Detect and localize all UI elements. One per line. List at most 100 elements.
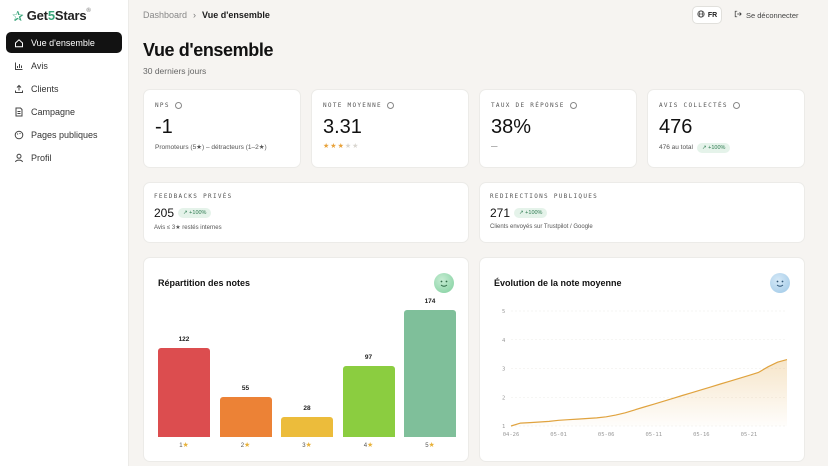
sidebar-item-vue-ensemble[interactable]: Vue d'ensemble (6, 32, 122, 53)
growth-badge: ↗ +100% (514, 208, 548, 218)
kpi-label: TAUX DE RÉPONSE (491, 102, 565, 109)
series-line[interactable] (510, 359, 788, 427)
chart-title: Répartition des notes (158, 278, 251, 288)
star-filled-icon: ★ (330, 143, 338, 150)
user-icon (14, 153, 24, 163)
star-empty-icon: ★ (344, 143, 353, 150)
category-label: 2★ (240, 442, 251, 449)
top-bar: Dashboard › Vue d'ensemble FR Se déconnect… (130, 0, 828, 31)
logout-button[interactable]: Se déconnecter (734, 10, 799, 20)
bar-1-star[interactable] (158, 347, 210, 437)
sidebar-item-profil[interactable]: Profil (6, 147, 122, 168)
kpi-card-taux-reponse: TAUX DE RÉPONSE 38% — (479, 89, 637, 168)
bar-value-label: 55 (241, 384, 250, 392)
app-logo[interactable]: ✰ Get5Stars® (12, 7, 91, 24)
breadcrumb-current: Vue d'ensemble (202, 10, 270, 20)
kpi-value: 3.31 (323, 116, 362, 138)
bar-chart-icon (14, 61, 24, 71)
chart-title: Évolution de la note moyenne (494, 278, 622, 288)
logout-icon (734, 10, 742, 20)
sidebar-item-clients[interactable]: Clients (6, 78, 122, 99)
smiley-face-icon (434, 273, 454, 293)
bar-5-star[interactable] (404, 310, 456, 437)
breadcrumb-separator: › (193, 10, 197, 20)
globe-icon (697, 10, 705, 20)
x-tick-label: 05-01 (550, 432, 567, 438)
redirections-publiques-card: REDIRECTIONS PUBLIQUES 271 ↗ +100% Client… (479, 182, 805, 243)
card-value: 271 (490, 206, 511, 220)
sidebar-item-label: Campagne (31, 106, 76, 117)
star-empty-icon: ★ (352, 143, 360, 150)
bar-2-star[interactable] (219, 396, 272, 437)
x-tick-label: 05-16 (693, 432, 710, 438)
logout-label: Se déconnecter (746, 10, 799, 20)
kpi-value: 476 (659, 116, 693, 138)
bar-4-star[interactable] (342, 366, 395, 437)
distribution-chart-card: Répartition des notes 122 1★ 55 2★ 28 3★ 97 4★ 1… (143, 257, 469, 462)
bar-3-star[interactable] (281, 416, 333, 437)
kpi-label: AVIS COLLECTÉS (659, 102, 728, 109)
sidebar-nav: Vue d'ensemble Avis Clients Campagne Pag… (6, 32, 122, 170)
sidebar-item-label: Pages publiques (31, 129, 98, 140)
upload-icon (14, 84, 24, 94)
info-icon[interactable] (569, 102, 577, 109)
card-subtext: Avis ≤ 3★ restés internes (154, 225, 222, 231)
smiley-face-icon (770, 273, 790, 293)
document-icon (14, 107, 24, 117)
star-filled-icon: ★ (337, 143, 345, 150)
y-tick-label: 3 (502, 367, 505, 373)
evolution-chart-card: Évolution de la note moyenne 1 2 3 4 5 04-26 0… (479, 257, 805, 462)
card-label: FEEDBACKS PRIVÉS (154, 193, 233, 200)
sidebar-item-label: Vue d'ensemble (31, 37, 95, 48)
sidebar-item-campagne[interactable]: Campagne (6, 101, 122, 122)
line-chart: 1 2 3 4 5 04-26 05-01 05-06 05-11 05-16 05-21 (502, 309, 788, 438)
y-tick-label: 5 (502, 309, 505, 315)
breadcrumb-root[interactable]: Dashboard (143, 10, 188, 20)
info-icon[interactable] (174, 102, 182, 109)
bar-value-label: 97 (364, 354, 373, 362)
kpi-card-avis-collectes: AVIS COLLECTÉS 476 476 au total ↗ +100% (647, 89, 805, 168)
card-label: REDIRECTIONS PUBLIQUES (490, 193, 599, 200)
growth-badge: ↗ +100% (696, 143, 731, 153)
x-tick-label: 05-06 (598, 432, 615, 438)
bar-chart: 122 1★ 55 2★ 28 3★ 97 4★ 174 5★ (144, 258, 468, 461)
language-label: FR (707, 11, 718, 19)
kpi-card-nps: NPS -1 Promoteurs (5★) – détracteurs (1–… (143, 89, 301, 168)
kpi-value: -1 (155, 116, 173, 138)
star-filled-icon: ★ (323, 143, 331, 150)
x-tick-label: 04-26 (503, 432, 520, 438)
language-button[interactable]: FR (692, 6, 722, 24)
kpi-label: NOTE MOYENNE (323, 102, 382, 109)
category-label: 1★ (179, 442, 189, 449)
kpi-subtext: Promoteurs (5★) – détracteurs (1–2★) (155, 144, 267, 151)
feedbacks-prives-card: FEEDBACKS PRIVÉS 205 ↗ +100% Avis ≤ 3★ re… (143, 182, 469, 243)
bar-value-label: 122 (178, 335, 190, 343)
logo-star-icon: ✰ (12, 7, 24, 24)
home-icon (14, 38, 24, 48)
y-tick-label: 4 (502, 338, 506, 344)
sidebar-item-avis[interactable]: Avis (6, 55, 122, 76)
bar-value-label: 28 (303, 404, 311, 412)
kpi-subtext: — (491, 143, 498, 150)
sidebar: ✰ Get5Stars® Vue d'ensemble Avis Clients… (0, 0, 129, 466)
kpi-label: NPS (155, 102, 170, 109)
y-tick-label: 2 (502, 395, 505, 401)
sidebar-item-label: Avis (31, 60, 48, 71)
info-icon[interactable] (732, 102, 740, 109)
category-label: 4★ (363, 442, 374, 449)
bar-value-label: 174 (424, 298, 436, 305)
page-subtitle: 30 derniers jours (143, 66, 207, 76)
sidebar-item-label: Profil (31, 152, 52, 163)
kpi-subtext: 476 au total ↗ +100% (659, 143, 731, 153)
kpi-value: 38% (491, 116, 532, 138)
x-tick-label: 05-21 (741, 432, 758, 438)
sidebar-item-pages-publiques[interactable]: Pages publiques (6, 124, 122, 145)
page-title: Vue d'ensemble (143, 40, 274, 60)
info-icon[interactable] (386, 102, 394, 109)
palette-icon (14, 130, 24, 140)
card-value: 205 (154, 206, 175, 220)
rating-stars: ★★★★★ (323, 142, 359, 150)
x-tick-label: 05-11 (645, 432, 662, 438)
category-label: 3★ (302, 442, 312, 449)
y-tick-label: 1 (502, 424, 505, 430)
